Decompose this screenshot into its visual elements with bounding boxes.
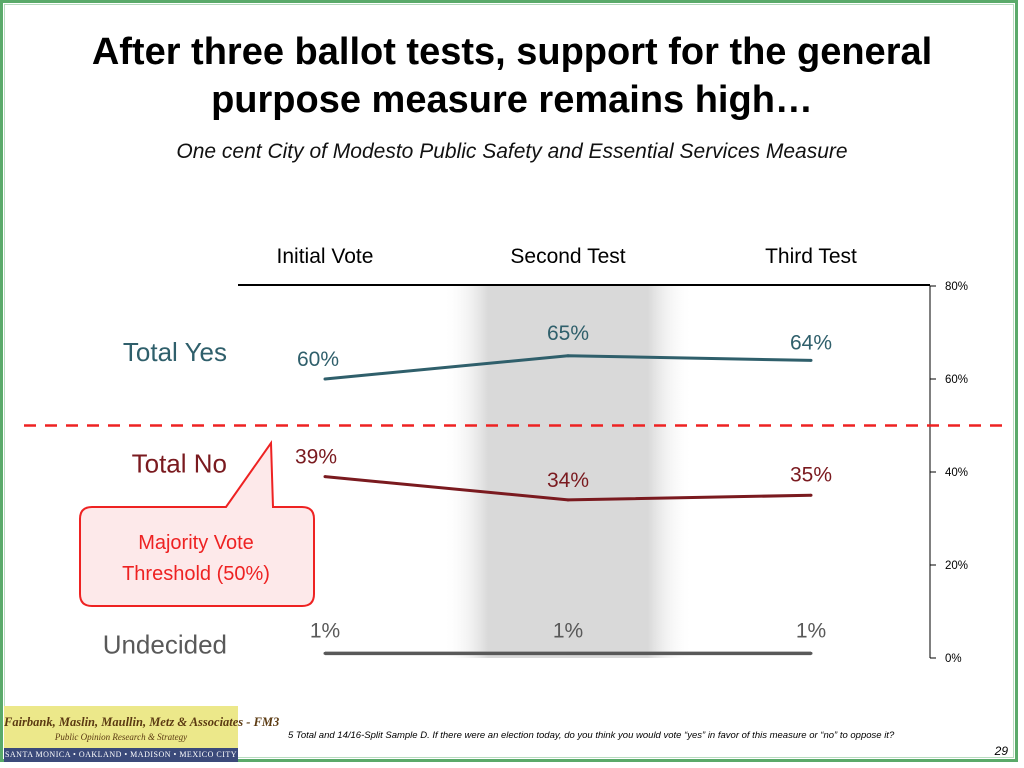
logo-company-name: Fairbank, Maslin, Maullin, Metz & Associ… [4,715,280,729]
total-no-point [566,498,570,502]
y-tick-label: 80% [945,281,968,293]
undecided-data-label: 1% [310,619,340,642]
logo-tagline: Public Opinion Research & Strategy [54,732,188,742]
threshold-callout-label-line1: Majority Vote [138,532,254,554]
total-yes-series-name: Total Yes [123,337,227,367]
total-no-data-label: 35% [790,463,832,486]
logo-locations: SANTA MONICA • OAKLAND • MADISON • MEXIC… [4,748,238,762]
footnote: 5 Total and 14/16-Split Sample D. If the… [288,730,895,741]
category-header: Third Test [765,245,857,268]
total-yes-data-label: 60% [297,348,339,371]
total-no-data-label: 39% [295,446,337,469]
total-yes-data-label: 65% [547,322,589,345]
category-header: Initial Vote [277,245,374,268]
y-tick-label: 60% [945,374,968,386]
total-yes-point [809,358,813,362]
highlight-band [443,286,693,658]
company-logo: Fairbank, Maslin, Maullin, Metz & Associ… [4,706,280,762]
total-yes-data-label: 64% [790,331,832,354]
undecided-data-label: 1% [796,619,826,642]
threshold-callout [79,439,315,607]
total-yes-point [566,354,570,358]
y-tick-label: 0% [945,653,962,665]
undecided-series-name: Undecided [103,629,227,659]
total-no-point [323,475,327,479]
threshold-callout-label-line2: Threshold (50%) [122,563,270,585]
y-tick-label: 20% [945,560,968,572]
undecided-point [566,651,570,655]
undecided-data-label: 1% [553,619,583,642]
page-number: 29 [994,744,1008,758]
undecided-point [809,651,813,655]
total-no-series-name: Total No [132,449,227,479]
slide-subtitle: One cent City of Modesto Public Safety a… [176,140,848,163]
undecided-point [323,651,327,655]
total-yes-point [323,377,327,381]
total-no-point [809,493,813,497]
total-no-data-label: 34% [547,469,589,492]
category-header: Second Test [510,245,625,268]
y-tick-label: 40% [945,467,968,479]
slide-title: After three ballot tests, support for th… [91,31,933,121]
